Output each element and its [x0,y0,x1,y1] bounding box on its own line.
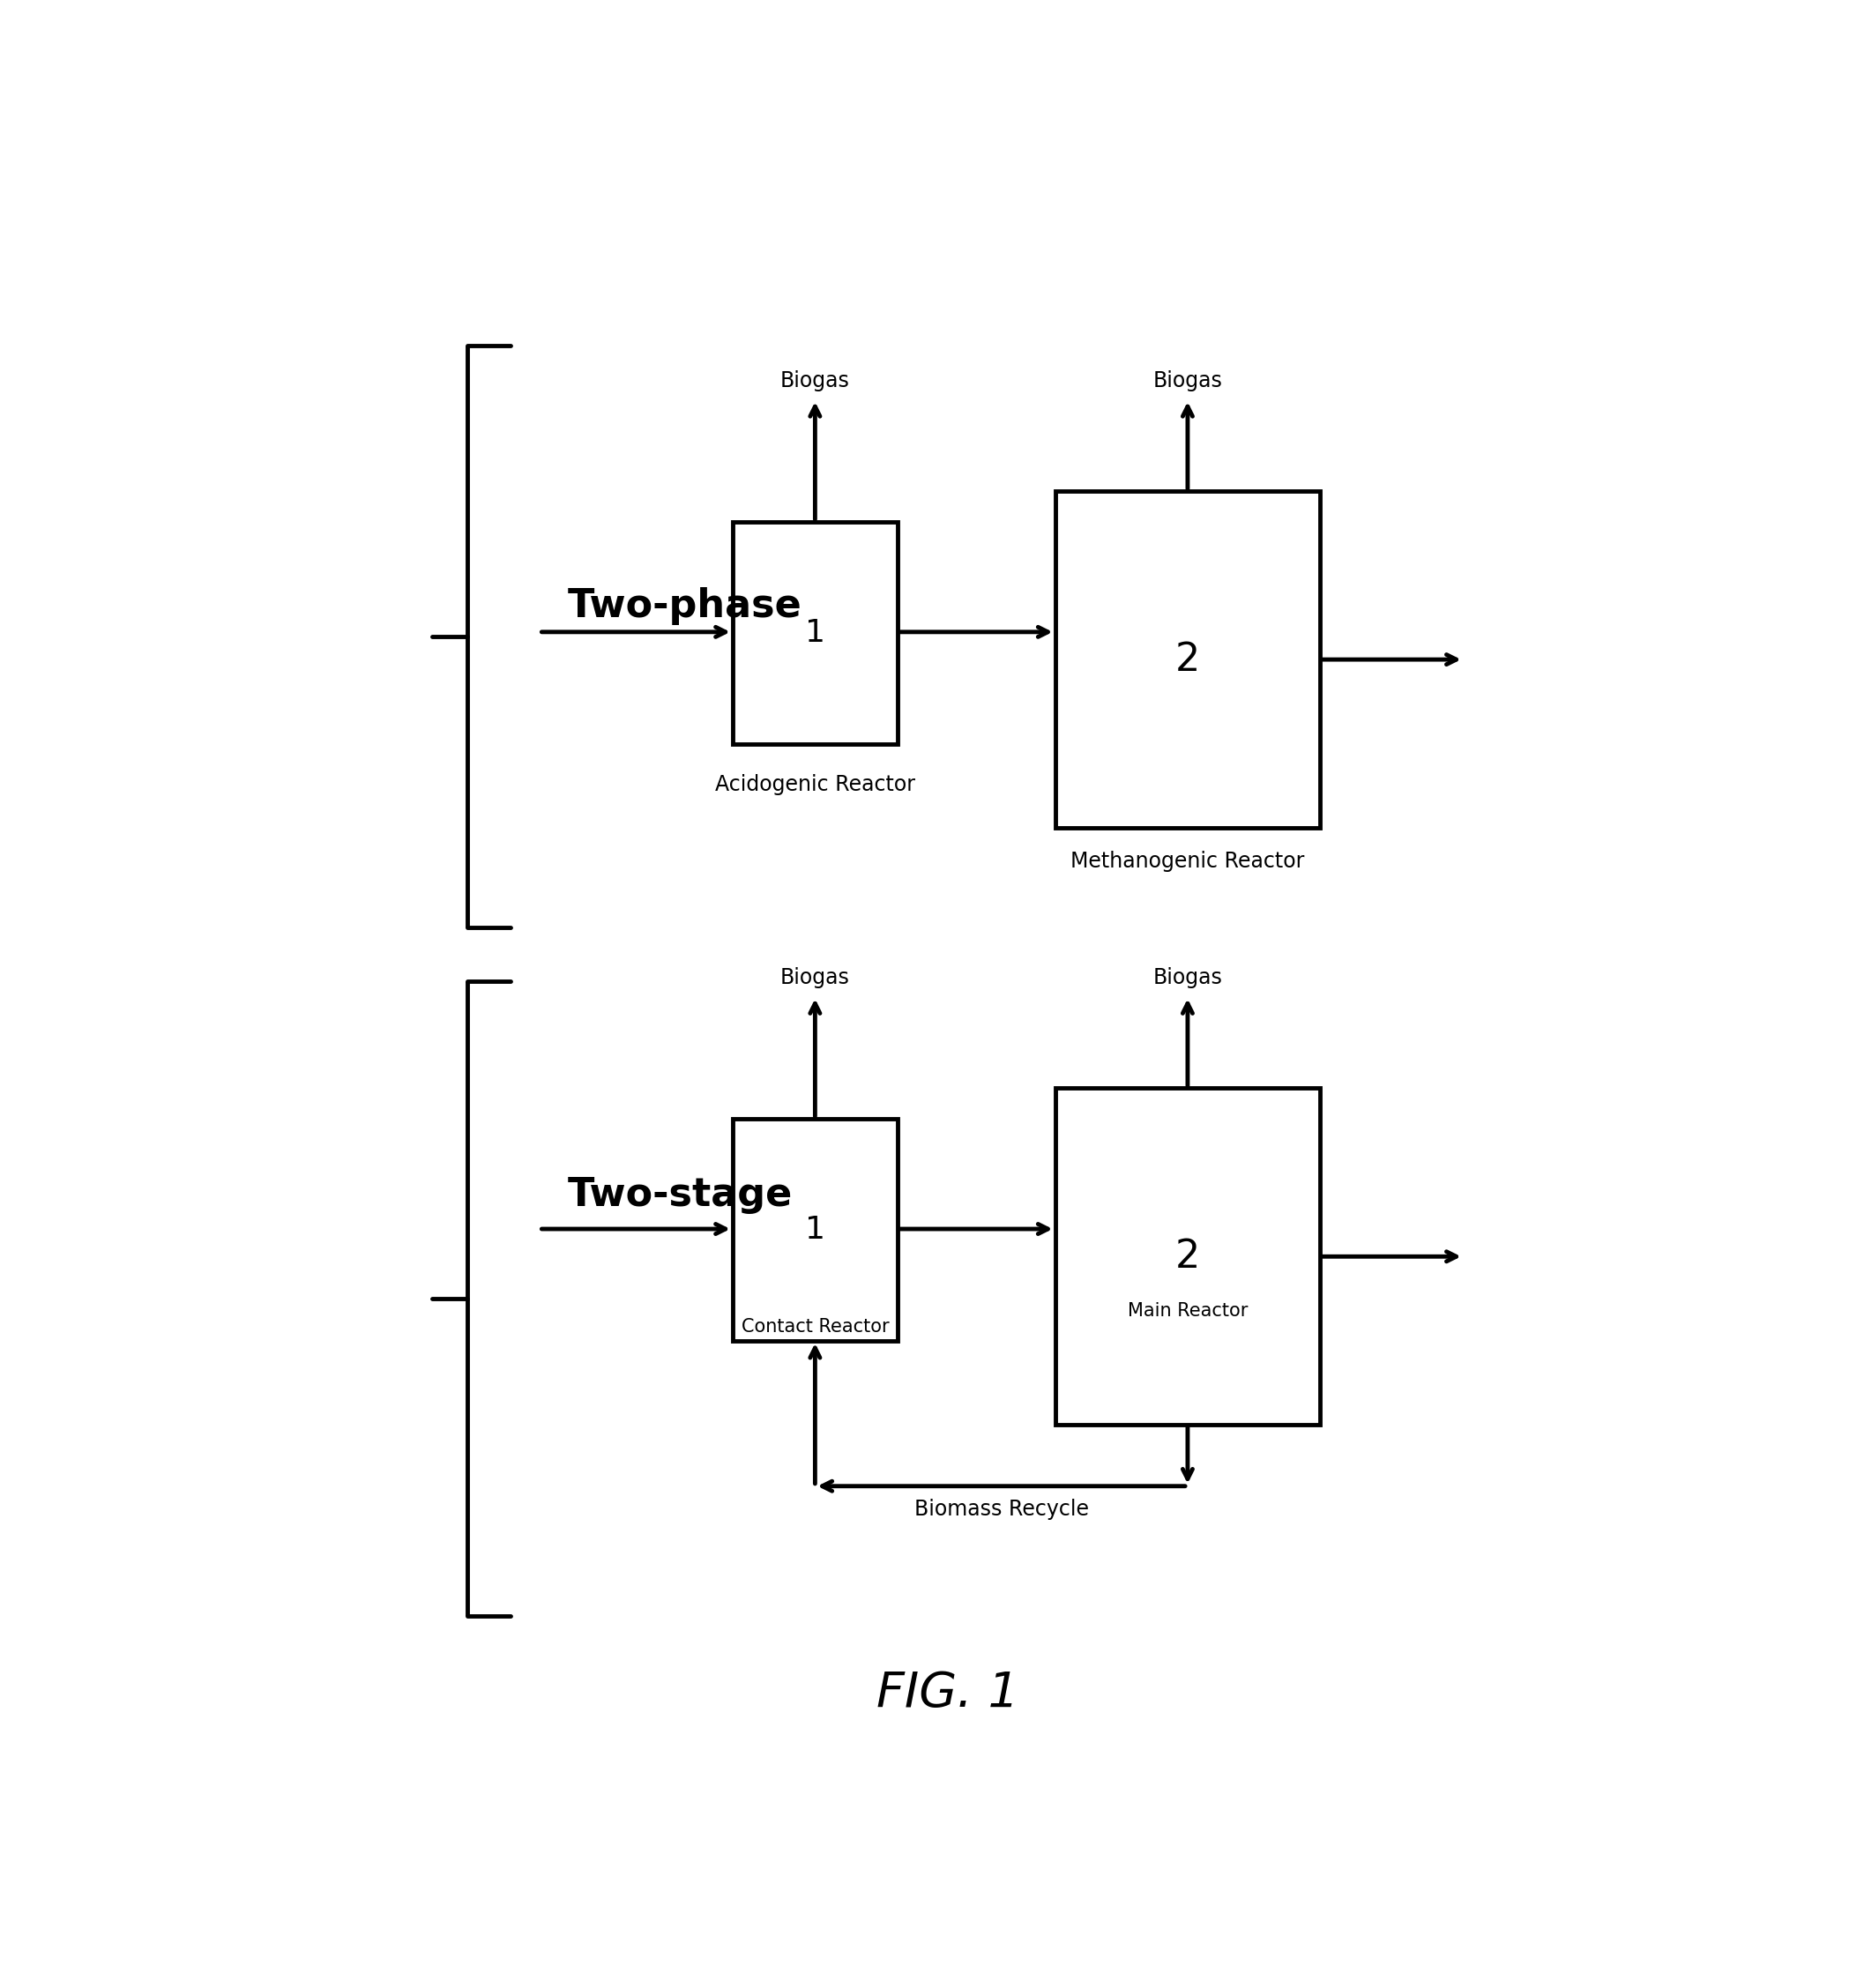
Text: Biogas: Biogas [780,968,851,988]
Text: Acidogenic Reactor: Acidogenic Reactor [716,773,915,795]
Text: 1: 1 [804,1215,825,1244]
Bar [1056,1087,1320,1425]
Text: Biogas: Biogas [1154,968,1222,988]
Text: Biogas: Biogas [1154,370,1222,392]
Text: Contact Reactor: Contact Reactor [741,1318,889,1336]
Text: Two-stage: Two-stage [568,1177,793,1215]
Text: Main Reactor: Main Reactor [1128,1302,1248,1320]
Text: 2: 2 [1176,1239,1200,1276]
Text: 1: 1 [804,618,825,648]
Text: 2: 2 [1176,640,1200,678]
Bar [732,1119,897,1340]
Text: Biogas: Biogas [780,370,851,392]
Text: Two-phase: Two-phase [568,586,802,624]
Text: Biomass Recycle: Biomass Recycle [913,1499,1089,1519]
Text: FIG. 1: FIG. 1 [876,1670,1019,1716]
Text: Methanogenic Reactor: Methanogenic Reactor [1071,851,1305,873]
Bar [732,521,897,744]
Bar [1056,491,1320,827]
